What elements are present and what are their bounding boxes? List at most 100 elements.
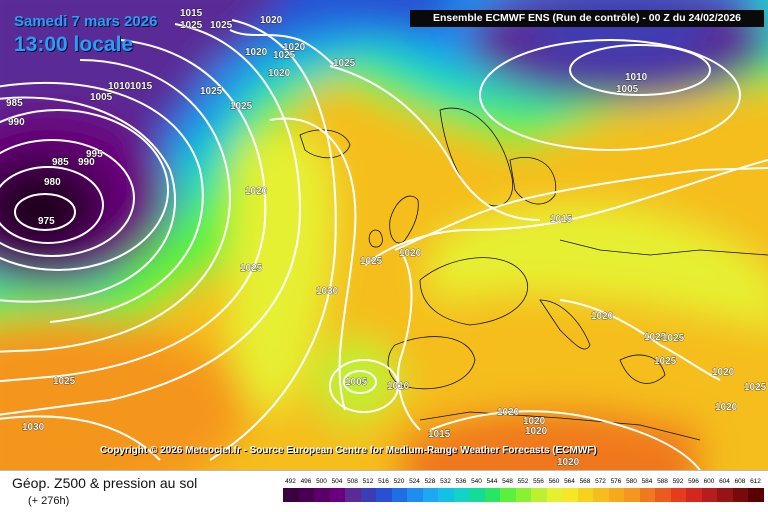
scale-value-604: 604 bbox=[719, 478, 730, 485]
isobar-label-995: 995 bbox=[86, 149, 103, 160]
scale-swatch-500 bbox=[314, 488, 330, 502]
isobar-label-980: 980 bbox=[44, 177, 61, 188]
forecast-date: Samedi 7 mars 2026 bbox=[14, 13, 158, 30]
isobar-label-1025: 1025 bbox=[662, 333, 685, 344]
scale-swatch-564 bbox=[562, 488, 578, 502]
isobar-label-1025: 1025 bbox=[644, 332, 667, 343]
isobar-label-1025: 1025 bbox=[53, 376, 76, 387]
scale-value-600: 600 bbox=[703, 478, 715, 485]
scale-value-572: 572 bbox=[595, 478, 606, 485]
isobar-label-1020: 1020 bbox=[245, 47, 268, 58]
scale-value-608: 608 bbox=[734, 478, 746, 485]
isobar-label-1025: 1025 bbox=[654, 356, 677, 367]
isobar-label-1005: 1005 bbox=[616, 84, 639, 95]
isobar-label-990: 990 bbox=[78, 157, 95, 168]
isobar-label-1020: 1020 bbox=[399, 248, 422, 259]
scale-swatch-580 bbox=[624, 488, 640, 502]
scale-value-552: 552 bbox=[517, 478, 529, 485]
isobar-label-1020: 1020 bbox=[712, 367, 735, 378]
scale-value-544: 544 bbox=[486, 478, 498, 485]
scale-swatch-560 bbox=[546, 488, 562, 502]
scale-swatch-516 bbox=[376, 488, 392, 502]
isobar-label-1030: 1030 bbox=[316, 286, 339, 297]
isobars bbox=[0, 19, 768, 470]
isobar-label-990: 990 bbox=[8, 117, 25, 128]
scale-swatch-572 bbox=[593, 488, 609, 502]
isobar-label-1015: 1015 bbox=[428, 429, 451, 440]
isobar-label-1025: 1025 bbox=[200, 86, 223, 97]
scale-swatch-532 bbox=[438, 488, 454, 502]
scale-value-592: 592 bbox=[672, 478, 684, 485]
scale-swatch-556 bbox=[531, 488, 547, 502]
scale-swatch-496 bbox=[298, 488, 314, 502]
scale-value-548: 548 bbox=[502, 478, 513, 485]
scale-swatch-612 bbox=[748, 488, 764, 502]
scale-swatch-548 bbox=[500, 488, 516, 502]
color-scale: 492 496 500 504 508 512 516 520 524 528 532 536 540 5… bbox=[283, 478, 764, 502]
scale-value-576: 576 bbox=[610, 478, 622, 485]
isobar-label-1025: 1025 bbox=[210, 20, 233, 31]
isobar-label-1020: 1020 bbox=[557, 457, 580, 468]
scale-swatch-504 bbox=[329, 488, 345, 502]
isobar-label-1020: 1020 bbox=[268, 68, 291, 79]
scale-value-520: 520 bbox=[393, 478, 405, 485]
scale-swatch-604 bbox=[717, 488, 733, 502]
isobar-label-1005: 1005 bbox=[90, 92, 113, 103]
lead-time-label: (+ 276h) bbox=[28, 495, 70, 507]
isobar-label-1020: 1020 bbox=[525, 426, 548, 437]
parameter-label: Géop. Z500 & pression au sol bbox=[12, 475, 198, 491]
isobar-label-1020: 1020 bbox=[283, 42, 306, 53]
scale-value-524: 524 bbox=[409, 478, 420, 485]
scale-swatch-528 bbox=[422, 488, 438, 502]
scale-value-564: 564 bbox=[564, 478, 575, 485]
isobar-label-1010: 1010 bbox=[625, 72, 648, 83]
scale-value-516: 516 bbox=[378, 478, 389, 485]
scale-value-500: 500 bbox=[316, 478, 327, 485]
scale-swatch-512 bbox=[360, 488, 376, 502]
scale-swatch-508 bbox=[345, 488, 361, 502]
scale-value-512: 512 bbox=[362, 478, 374, 485]
scale-swatch-536 bbox=[453, 488, 469, 502]
isobar-label-1020: 1020 bbox=[497, 407, 520, 418]
isobar-label-1025: 1025 bbox=[273, 50, 296, 61]
scale-swatch-540 bbox=[469, 488, 485, 502]
model-run-banner: Ensemble ECMWF ENS (Run de contrôle) - 0… bbox=[410, 10, 764, 27]
scale-value-532: 532 bbox=[440, 478, 451, 485]
isobar-label-1015: 1015 bbox=[180, 8, 203, 19]
scale-value-496: 496 bbox=[300, 478, 312, 485]
scale-swatch-544 bbox=[484, 488, 500, 502]
scale-swatch-596 bbox=[686, 488, 702, 502]
isobar-label-1005: 1005 bbox=[345, 377, 368, 388]
scale-value-540: 540 bbox=[471, 478, 482, 485]
scale-value-536: 536 bbox=[455, 478, 467, 485]
scale-swatch-608 bbox=[732, 488, 748, 502]
copyright-notice: Copyright © 2026 Meteociel.fr - Source E… bbox=[100, 445, 597, 456]
scale-value-508: 508 bbox=[347, 478, 358, 485]
scale-value-556: 556 bbox=[533, 478, 544, 485]
isobar-label-1020: 1020 bbox=[260, 15, 283, 26]
scale-swatch-592 bbox=[670, 488, 686, 502]
isobar-label-975: 975 bbox=[38, 216, 55, 227]
isobar-label-1020: 1020 bbox=[715, 402, 738, 413]
isobar-label-1020: 1020 bbox=[591, 311, 614, 322]
isobar-label-1025: 1025 bbox=[240, 263, 263, 274]
scale-swatch-552 bbox=[515, 488, 531, 502]
isobar-label-1010: 1010 bbox=[108, 81, 131, 92]
legend-bar: Géop. Z500 & pression au sol (+ 276h) 49… bbox=[0, 470, 768, 512]
isobar-label-1030: 1030 bbox=[22, 422, 45, 433]
isobar-label-1025: 1025 bbox=[180, 20, 203, 31]
isobar-label-1010: 1010 bbox=[387, 381, 410, 392]
isobar-label-1015: 1015 bbox=[130, 81, 153, 92]
isobar-label-985: 985 bbox=[52, 157, 69, 168]
isobar-label-1020: 1020 bbox=[245, 186, 268, 197]
scale-value-596: 596 bbox=[688, 478, 699, 485]
scale-value-580: 580 bbox=[626, 478, 637, 485]
scale-swatch-588 bbox=[655, 488, 671, 502]
isobar-label-1025: 1025 bbox=[230, 101, 253, 112]
forecast-time: 13:00 locale bbox=[14, 33, 134, 56]
scale-swatch-576 bbox=[608, 488, 624, 502]
isobar-label-985: 985 bbox=[6, 98, 23, 109]
scale-swatch-600 bbox=[701, 488, 717, 502]
